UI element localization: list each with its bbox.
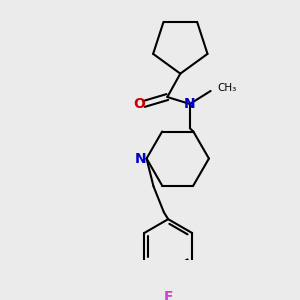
Text: N: N	[135, 152, 146, 166]
Text: O: O	[133, 97, 145, 111]
Text: N: N	[184, 97, 196, 111]
Text: F: F	[164, 290, 173, 300]
Text: CH₃: CH₃	[218, 83, 237, 93]
